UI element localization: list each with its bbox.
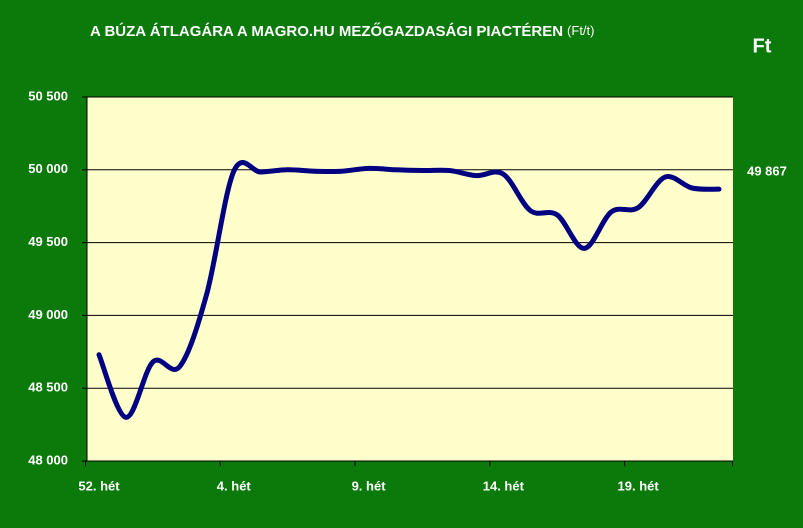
x-tick-label: 52. hét [78, 478, 120, 493]
value-label: 49 867 [747, 164, 787, 179]
x-tick-label: 19. hét [618, 478, 660, 493]
chart-title: A BÚZA ÁTLAGÁRA A MAGRO.HU MEZŐGAZDASÁGI… [90, 22, 594, 40]
x-tick-label: 4. hét [217, 478, 252, 493]
title-unit: (Ft/t) [567, 23, 594, 38]
x-tick-label: 14. hét [483, 478, 525, 493]
y-tick-label: 50 000 [28, 161, 68, 176]
x-tick-label: 9. hét [352, 478, 387, 493]
y-axis-label: Ft [753, 35, 772, 57]
y-tick-label: 49 500 [28, 234, 68, 249]
y-tick-label: 50 500 [28, 88, 68, 103]
y-tick-label: 49 000 [28, 307, 68, 322]
y-tick-label: 48 500 [28, 380, 68, 395]
title-text: A BÚZA ÁTLAGÁRA A MAGRO.HU MEZŐGAZDASÁGI… [90, 22, 563, 40]
plot-area [87, 97, 733, 461]
line-series [96, 160, 722, 420]
y-tick-label: 48 000 [28, 452, 68, 467]
